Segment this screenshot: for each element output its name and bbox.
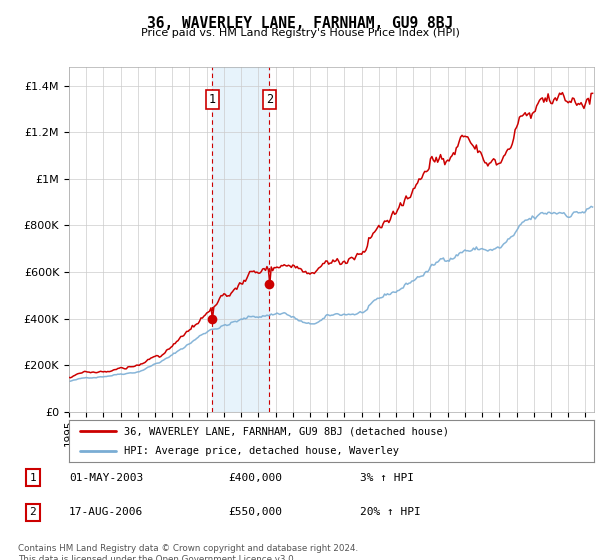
Bar <box>212 67 269 412</box>
Text: 36, WAVERLEY LANE, FARNHAM, GU9 8BJ: 36, WAVERLEY LANE, FARNHAM, GU9 8BJ <box>147 16 453 31</box>
Text: £400,000: £400,000 <box>228 473 282 483</box>
Text: 01-MAY-2003: 01-MAY-2003 <box>69 473 143 483</box>
Text: Price paid vs. HM Land Registry's House Price Index (HPI): Price paid vs. HM Land Registry's House … <box>140 28 460 38</box>
Text: £550,000: £550,000 <box>228 507 282 517</box>
Text: 20% ↑ HPI: 20% ↑ HPI <box>360 507 421 517</box>
Text: 2: 2 <box>29 507 37 517</box>
Text: HPI: Average price, detached house, Waverley: HPI: Average price, detached house, Wave… <box>124 446 399 456</box>
Text: 17-AUG-2006: 17-AUG-2006 <box>69 507 143 517</box>
Text: 1: 1 <box>29 473 37 483</box>
Text: Contains HM Land Registry data © Crown copyright and database right 2024.
This d: Contains HM Land Registry data © Crown c… <box>18 544 358 560</box>
Text: 2: 2 <box>266 94 273 106</box>
Text: 1: 1 <box>209 94 216 106</box>
Text: 36, WAVERLEY LANE, FARNHAM, GU9 8BJ (detached house): 36, WAVERLEY LANE, FARNHAM, GU9 8BJ (det… <box>124 426 449 436</box>
Text: 3% ↑ HPI: 3% ↑ HPI <box>360 473 414 483</box>
